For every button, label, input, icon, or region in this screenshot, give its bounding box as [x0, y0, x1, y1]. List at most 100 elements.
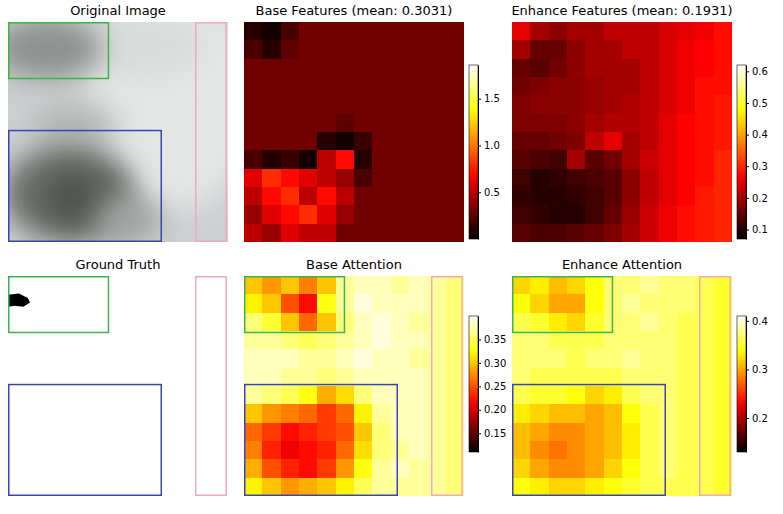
heatmap-cell	[427, 478, 446, 496]
heatmap-cell	[244, 478, 263, 496]
heatmap-cell	[714, 386, 732, 405]
heatmap-cell	[677, 441, 696, 460]
heatmap-cell	[244, 313, 263, 332]
heatmap-cell	[677, 224, 696, 242]
heatmap-cell	[640, 276, 659, 295]
panel-title: Base Attention	[306, 257, 402, 272]
heatmap-cell	[244, 59, 263, 78]
heatmap-cell	[391, 478, 410, 496]
heatmap-cell	[446, 386, 464, 405]
heatmap-cell	[262, 132, 281, 151]
heatmap-cell	[604, 423, 623, 442]
heatmap-cell	[549, 423, 568, 442]
heatmap-cell	[299, 132, 318, 151]
heatmap-cell	[530, 95, 549, 114]
colorbar	[469, 65, 478, 239]
heatmap-cell	[409, 404, 428, 423]
heatmap-cell	[262, 150, 281, 169]
heatmap-cell	[512, 294, 531, 313]
heatmap-cell	[604, 40, 623, 59]
heatmap-cell	[585, 59, 604, 78]
heatmap-cell	[530, 478, 549, 496]
heatmap-cell	[317, 59, 336, 78]
heatmap-cell	[512, 441, 531, 460]
heatmap-cell	[714, 404, 732, 423]
colorbar-tick: 0.6	[746, 66, 768, 77]
heatmap-cell	[244, 132, 263, 151]
heatmap-cell	[409, 459, 428, 478]
heatmap-cell	[604, 459, 623, 478]
heatmap-cell	[714, 22, 732, 41]
heatmap-cell	[354, 59, 373, 78]
heatmap-cell	[409, 224, 428, 242]
heatmap-cell	[409, 132, 428, 151]
heatmap-cell	[336, 386, 355, 405]
heatmap-cell	[427, 423, 446, 442]
heatmap-cell	[567, 77, 586, 96]
heatmap-cell	[640, 404, 659, 423]
heatmap-cell	[244, 40, 263, 59]
heatmap-cell	[446, 150, 464, 169]
heatmap-cell	[244, 404, 263, 423]
heatmap-cell	[530, 187, 549, 206]
heatmap-cell	[299, 459, 318, 478]
heatmap-cell	[372, 386, 391, 405]
heatmap-cell	[317, 132, 336, 151]
heatmap-cell	[281, 386, 300, 405]
heatmap-cell	[317, 368, 336, 387]
heatmap-cell	[317, 187, 336, 206]
heatmap-cell	[714, 205, 732, 224]
heatmap-cell	[372, 423, 391, 442]
panel: Enhance Features (mean: 0.1931)0.10.20.3…	[511, 3, 768, 243]
heatmap-cell	[640, 187, 659, 206]
heatmap-cell	[640, 423, 659, 442]
heatmap-cell	[677, 77, 696, 96]
heatmap-cell	[512, 423, 531, 442]
heatmap-cell	[299, 22, 318, 41]
heatmap-cell	[391, 77, 410, 96]
colorbar-tick-mark	[478, 386, 481, 387]
heatmap-cell	[244, 459, 263, 478]
heatmap-cell	[336, 22, 355, 41]
heatmap-cell	[677, 313, 696, 332]
heatmap-cell	[354, 478, 373, 496]
heatmap-cell	[677, 349, 696, 368]
heatmap-cell	[427, 294, 446, 313]
heatmap-cell	[695, 349, 714, 368]
heatmap-cell	[695, 313, 714, 332]
heatmap-cell	[622, 114, 641, 133]
heatmap-cell	[659, 205, 678, 224]
heatmap-cell	[299, 349, 318, 368]
heatmap-cell	[391, 132, 410, 151]
heatmap-cell	[336, 59, 355, 78]
heatmap-cell	[567, 404, 586, 423]
heatmap-cell	[427, 187, 446, 206]
heatmap-cell	[695, 150, 714, 169]
heatmap-cell	[530, 205, 549, 224]
panel: Base Attention0.150.200.250.300.35	[244, 257, 506, 497]
colorbar-tick-label: 0.2	[752, 193, 768, 204]
heatmap-cell	[549, 478, 568, 496]
heatmap-cell	[530, 441, 549, 460]
heatmap-cell	[354, 40, 373, 59]
heatmap-cell	[391, 386, 410, 405]
heatmap-cell	[677, 478, 696, 496]
colorbar-tick-label: 0.25	[484, 381, 506, 392]
heatmap-cell	[317, 404, 336, 423]
heatmap-cell	[354, 313, 373, 332]
heatmap-cell	[446, 478, 464, 496]
heatmap-cell	[446, 294, 464, 313]
heatmap-cell	[427, 59, 446, 78]
heatmap-cell	[317, 349, 336, 368]
colorbar-tick: 0.2	[746, 193, 768, 204]
colorbar-tick: 1.5	[478, 93, 500, 104]
heatmap-cell	[714, 169, 732, 188]
heatmap-cell	[714, 40, 732, 59]
heatmap-cell	[695, 478, 714, 496]
mask-blob	[8, 294, 30, 307]
heatmap-cell	[427, 313, 446, 332]
heatmap-cell	[336, 114, 355, 133]
heatmap-cell	[446, 224, 464, 242]
heatmap-cell	[512, 187, 531, 206]
heatmap-cell	[391, 224, 410, 242]
